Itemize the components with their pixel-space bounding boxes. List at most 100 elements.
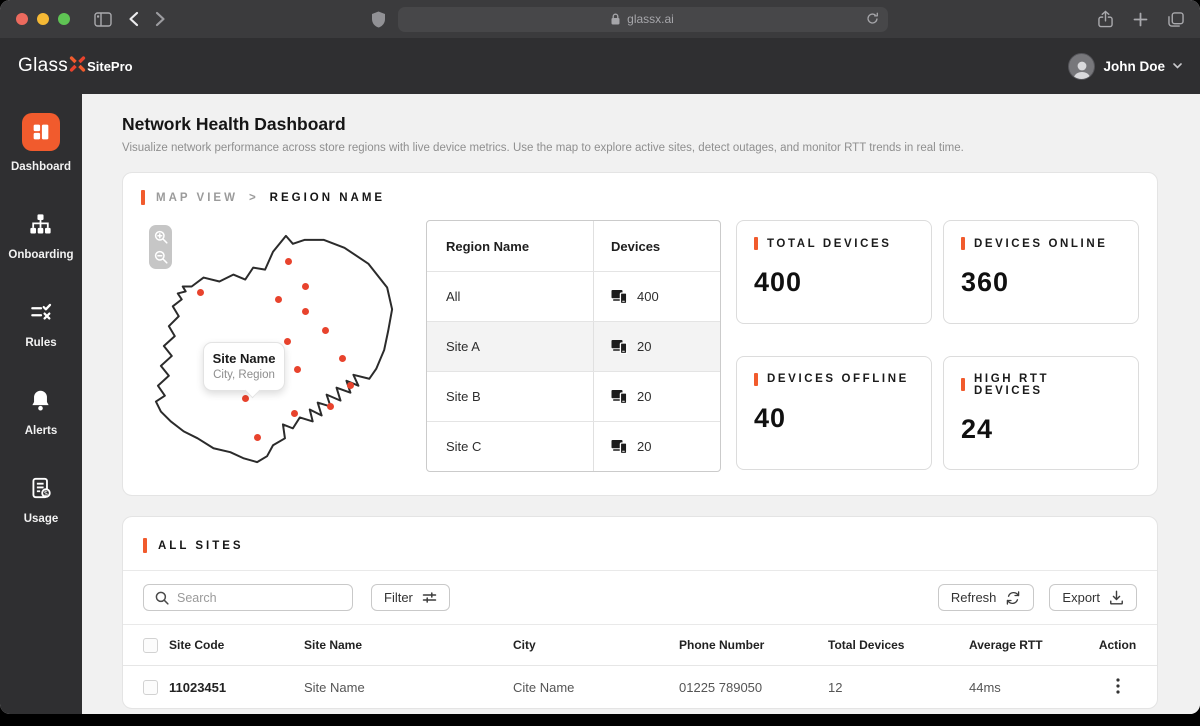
sidebar-item-label: Onboarding [8,249,74,261]
site-dot[interactable] [284,257,292,265]
table-row[interactable]: 11023451 Site Name Cite Name 01225 789050 12… [123,666,1157,708]
region-name-cell: Site C [427,422,594,471]
site-dot[interactable] [196,288,204,296]
search-input[interactable] [177,590,341,605]
filter-button[interactable]: Filter [371,584,450,611]
forward-button[interactable] [155,11,166,27]
share-icon[interactable] [1098,10,1113,28]
region-name-cell: Site B [427,372,594,421]
tab-overview-icon[interactable] [1168,11,1184,27]
region-devices-cell: 20 [594,422,720,471]
average-rtt-cell: 44ms [969,679,1001,695]
average-rtt-header: Average RTT [969,638,1043,652]
export-button-label: Export [1062,590,1100,605]
stat-value: 360 [961,267,1010,297]
site-dot[interactable] [253,433,261,441]
back-button[interactable] [128,11,139,27]
new-tab-icon[interactable] [1133,12,1148,27]
site-code-cell: 11023451 [169,679,227,695]
stat-card-high-rtt-devices: HIGH RTT DEVICES 24 [943,355,1139,470]
sidebar-item-label: Rules [25,337,57,349]
brand-logo: Glass SitePro [18,55,133,77]
stat-card-devices-offline: DEVICES OFFLINE 40 [736,355,932,470]
site-dot[interactable] [346,381,354,389]
shield-icon[interactable] [371,11,386,28]
row-actions-menu[interactable] [1098,677,1137,697]
region-map[interactable]: Site Name City, Region [141,220,411,478]
site-dot[interactable] [290,409,298,417]
chevron-down-icon [1173,63,1182,69]
region-row-site-c[interactable]: Site C 20 [427,421,720,471]
alerts-icon [26,385,56,415]
site-dot[interactable] [321,326,329,334]
sidebar-item-usage[interactable]: $ Usage [24,473,58,525]
region-devices-cell: 400 [594,272,720,321]
site-dot[interactable] [326,402,334,410]
zoom-out-icon[interactable] [154,250,168,264]
site-dot[interactable] [283,337,291,345]
region-row-site-b[interactable]: Site B 20 [427,371,720,421]
devices-icon [611,389,628,404]
region-name-cell: Site A [427,322,594,371]
site-dot[interactable] [338,354,346,362]
region-row-site-a[interactable]: Site A 20 [427,321,720,371]
zoom-in-icon[interactable] [154,230,168,244]
brand-x-icon [69,56,86,77]
site-dot[interactable] [241,394,249,402]
all-sites-card: ALL SITES Filter [122,516,1158,709]
action-header: Action [1098,638,1137,652]
filter-icon [422,591,437,604]
total-devices-cell: 12 [828,679,843,695]
map-view-card: MAP VIEW > REGION NAME [122,172,1158,496]
stat-label: DEVICES ONLINE [974,237,1108,250]
site-dot[interactable] [274,295,282,303]
city-cell: Cite Name [513,679,575,695]
sidebar-item-dashboard[interactable]: Dashboard [11,113,71,173]
sidebar-item-onboarding[interactable]: Onboarding [8,209,74,261]
tooltip-site-name: Site Name [212,351,276,366]
row-checkbox[interactable] [143,679,158,695]
devices-header: Devices [611,238,661,254]
stat-value: 400 [754,267,803,297]
site-dot[interactable] [301,307,309,315]
region-name-cell: All [427,272,594,321]
devices-icon [611,339,628,354]
search-input-wrap[interactable] [143,584,353,611]
region-row-all[interactable]: All 400 [427,271,720,321]
site-name-header: Site Name [304,638,363,652]
export-button[interactable]: Export [1049,584,1137,611]
dashboard-icon [21,113,60,151]
user-menu[interactable]: John Doe [1068,52,1182,80]
onboarding-icon [26,209,56,239]
brand-name-primary: Glass [18,55,69,76]
stat-card-devices-online: DEVICES ONLINE 360 [943,220,1139,324]
accent-bar [961,378,965,391]
sidebar-item-label: Alerts [24,425,58,437]
minimize-window-button[interactable] [37,13,49,25]
search-icon [155,591,169,605]
sites-table-header: Site Code Site Name City Phone Number To… [123,625,1157,666]
sites-toolbar: Filter Refresh [123,571,1157,625]
close-window-button[interactable] [16,13,28,25]
device-count: 20 [637,439,652,454]
devices-icon [611,439,628,454]
refresh-button[interactable]: Refresh [937,584,1035,611]
reload-icon[interactable] [866,12,879,28]
sidebar-item-rules[interactable]: Rules [25,297,57,349]
select-all-checkbox[interactable] [143,637,158,653]
sites-table-body: 11023451 Site Name Cite Name 01225 789050 12… [123,666,1157,708]
sidebar-item-alerts[interactable]: Alerts [24,385,58,437]
browser-chrome: glassx.ai [0,0,1200,38]
sidebar-toggle-icon[interactable] [94,11,112,27]
breadcrumb-parent[interactable]: MAP VIEW [156,191,238,204]
total-devices-header: Total Devices [828,638,905,652]
address-bar[interactable]: glassx.ai [397,6,888,32]
accent-bar [754,372,758,386]
site-dot[interactable] [293,365,301,373]
zoom-window-button[interactable] [58,13,70,25]
device-count: 400 [637,289,659,304]
devices-icon [611,289,628,304]
site-dot[interactable] [301,282,309,290]
stat-value: 24 [961,413,994,444]
